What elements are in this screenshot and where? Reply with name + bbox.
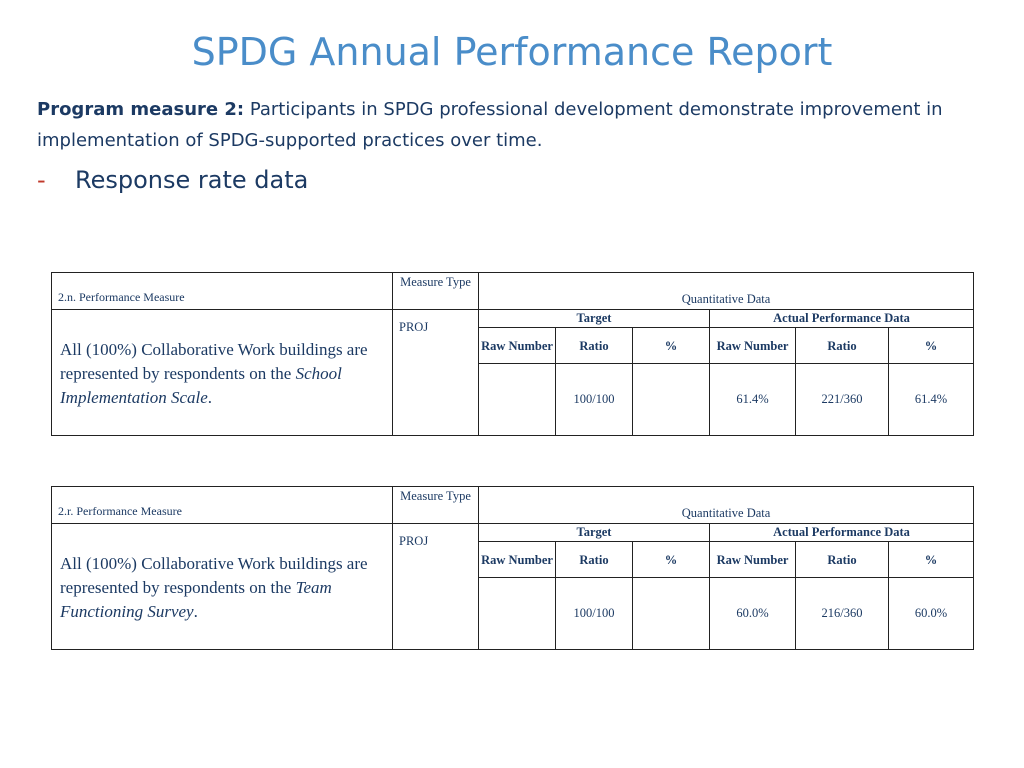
- actual-percent: 60.0%: [887, 577, 975, 650]
- program-measure-text: Participants in SPDG professional develo…: [37, 99, 943, 151]
- target-raw-number: [478, 363, 556, 436]
- target-raw-number: [478, 577, 556, 650]
- target-raw-number-header: Raw Number: [478, 541, 556, 578]
- actual-raw-number: 61.4%: [709, 363, 796, 436]
- quantitative-data-header: Quantitative Data: [477, 272, 975, 310]
- measure-type-value: PROJ: [392, 523, 479, 650]
- target-percent-header: %: [632, 541, 710, 578]
- target-percent: [632, 363, 710, 436]
- performance-table: 2.r. Performance Measure Measure Type Qu…: [51, 486, 975, 650]
- actual-raw-number: 60.0%: [709, 577, 796, 650]
- description-instrument: Team Functioning Survey: [60, 578, 332, 621]
- target-percent-header: %: [632, 327, 710, 364]
- performance-table: 2.n. Performance Measure Measure Type Qu…: [51, 272, 975, 436]
- target-percent: [632, 577, 710, 650]
- measure-type-header: Measure Type: [392, 486, 479, 524]
- actual-ratio-header: Ratio: [795, 541, 889, 578]
- program-measure: Program measure 2: Participants in SPDG …: [37, 94, 997, 156]
- measure-description: All (100%) Collaborative Work buildings …: [51, 309, 393, 436]
- bullet-item: - Response rate data: [37, 166, 308, 194]
- measure-label: 2.r. Performance Measure: [51, 486, 393, 524]
- description-text: All (100%) Collaborative Work buildings …: [60, 554, 368, 597]
- target-header: Target: [478, 523, 710, 542]
- target-raw-number-header: Raw Number: [478, 327, 556, 364]
- actual-performance-header: Actual Performance Data: [708, 309, 975, 328]
- bullet-dash: -: [37, 166, 46, 194]
- measure-type-value: PROJ: [392, 309, 479, 436]
- description-text: All (100%) Collaborative Work buildings …: [60, 340, 368, 383]
- actual-performance-header: Actual Performance Data: [708, 523, 975, 542]
- description-instrument: School Implementation Scale: [60, 364, 342, 407]
- page-title: SPDG Annual Performance Report: [191, 30, 833, 74]
- measure-label: 2.n. Performance Measure: [51, 272, 393, 310]
- actual-ratio: 221/360: [795, 363, 889, 436]
- actual-percent-header: %: [887, 541, 975, 578]
- description-suffix: .: [207, 388, 213, 407]
- actual-raw-number-header: Raw Number: [709, 327, 796, 364]
- program-measure-label: Program measure 2:: [37, 99, 245, 120]
- actual-percent: 61.4%: [887, 363, 975, 436]
- quantitative-data-header: Quantitative Data: [477, 486, 975, 524]
- actual-ratio-header: Ratio: [795, 327, 889, 364]
- target-ratio: 100/100: [555, 577, 633, 650]
- target-header: Target: [478, 309, 710, 328]
- actual-ratio: 216/360: [795, 577, 889, 650]
- target-ratio: 100/100: [555, 363, 633, 436]
- actual-percent-header: %: [887, 327, 975, 364]
- measure-description: All (100%) Collaborative Work buildings …: [51, 523, 393, 650]
- target-ratio-header: Ratio: [555, 327, 633, 364]
- description-suffix: .: [193, 602, 198, 621]
- bullet-text: Response rate data: [75, 166, 309, 194]
- actual-raw-number-header: Raw Number: [709, 541, 796, 578]
- target-ratio-header: Ratio: [555, 541, 633, 578]
- measure-type-header: Measure Type: [392, 272, 479, 310]
